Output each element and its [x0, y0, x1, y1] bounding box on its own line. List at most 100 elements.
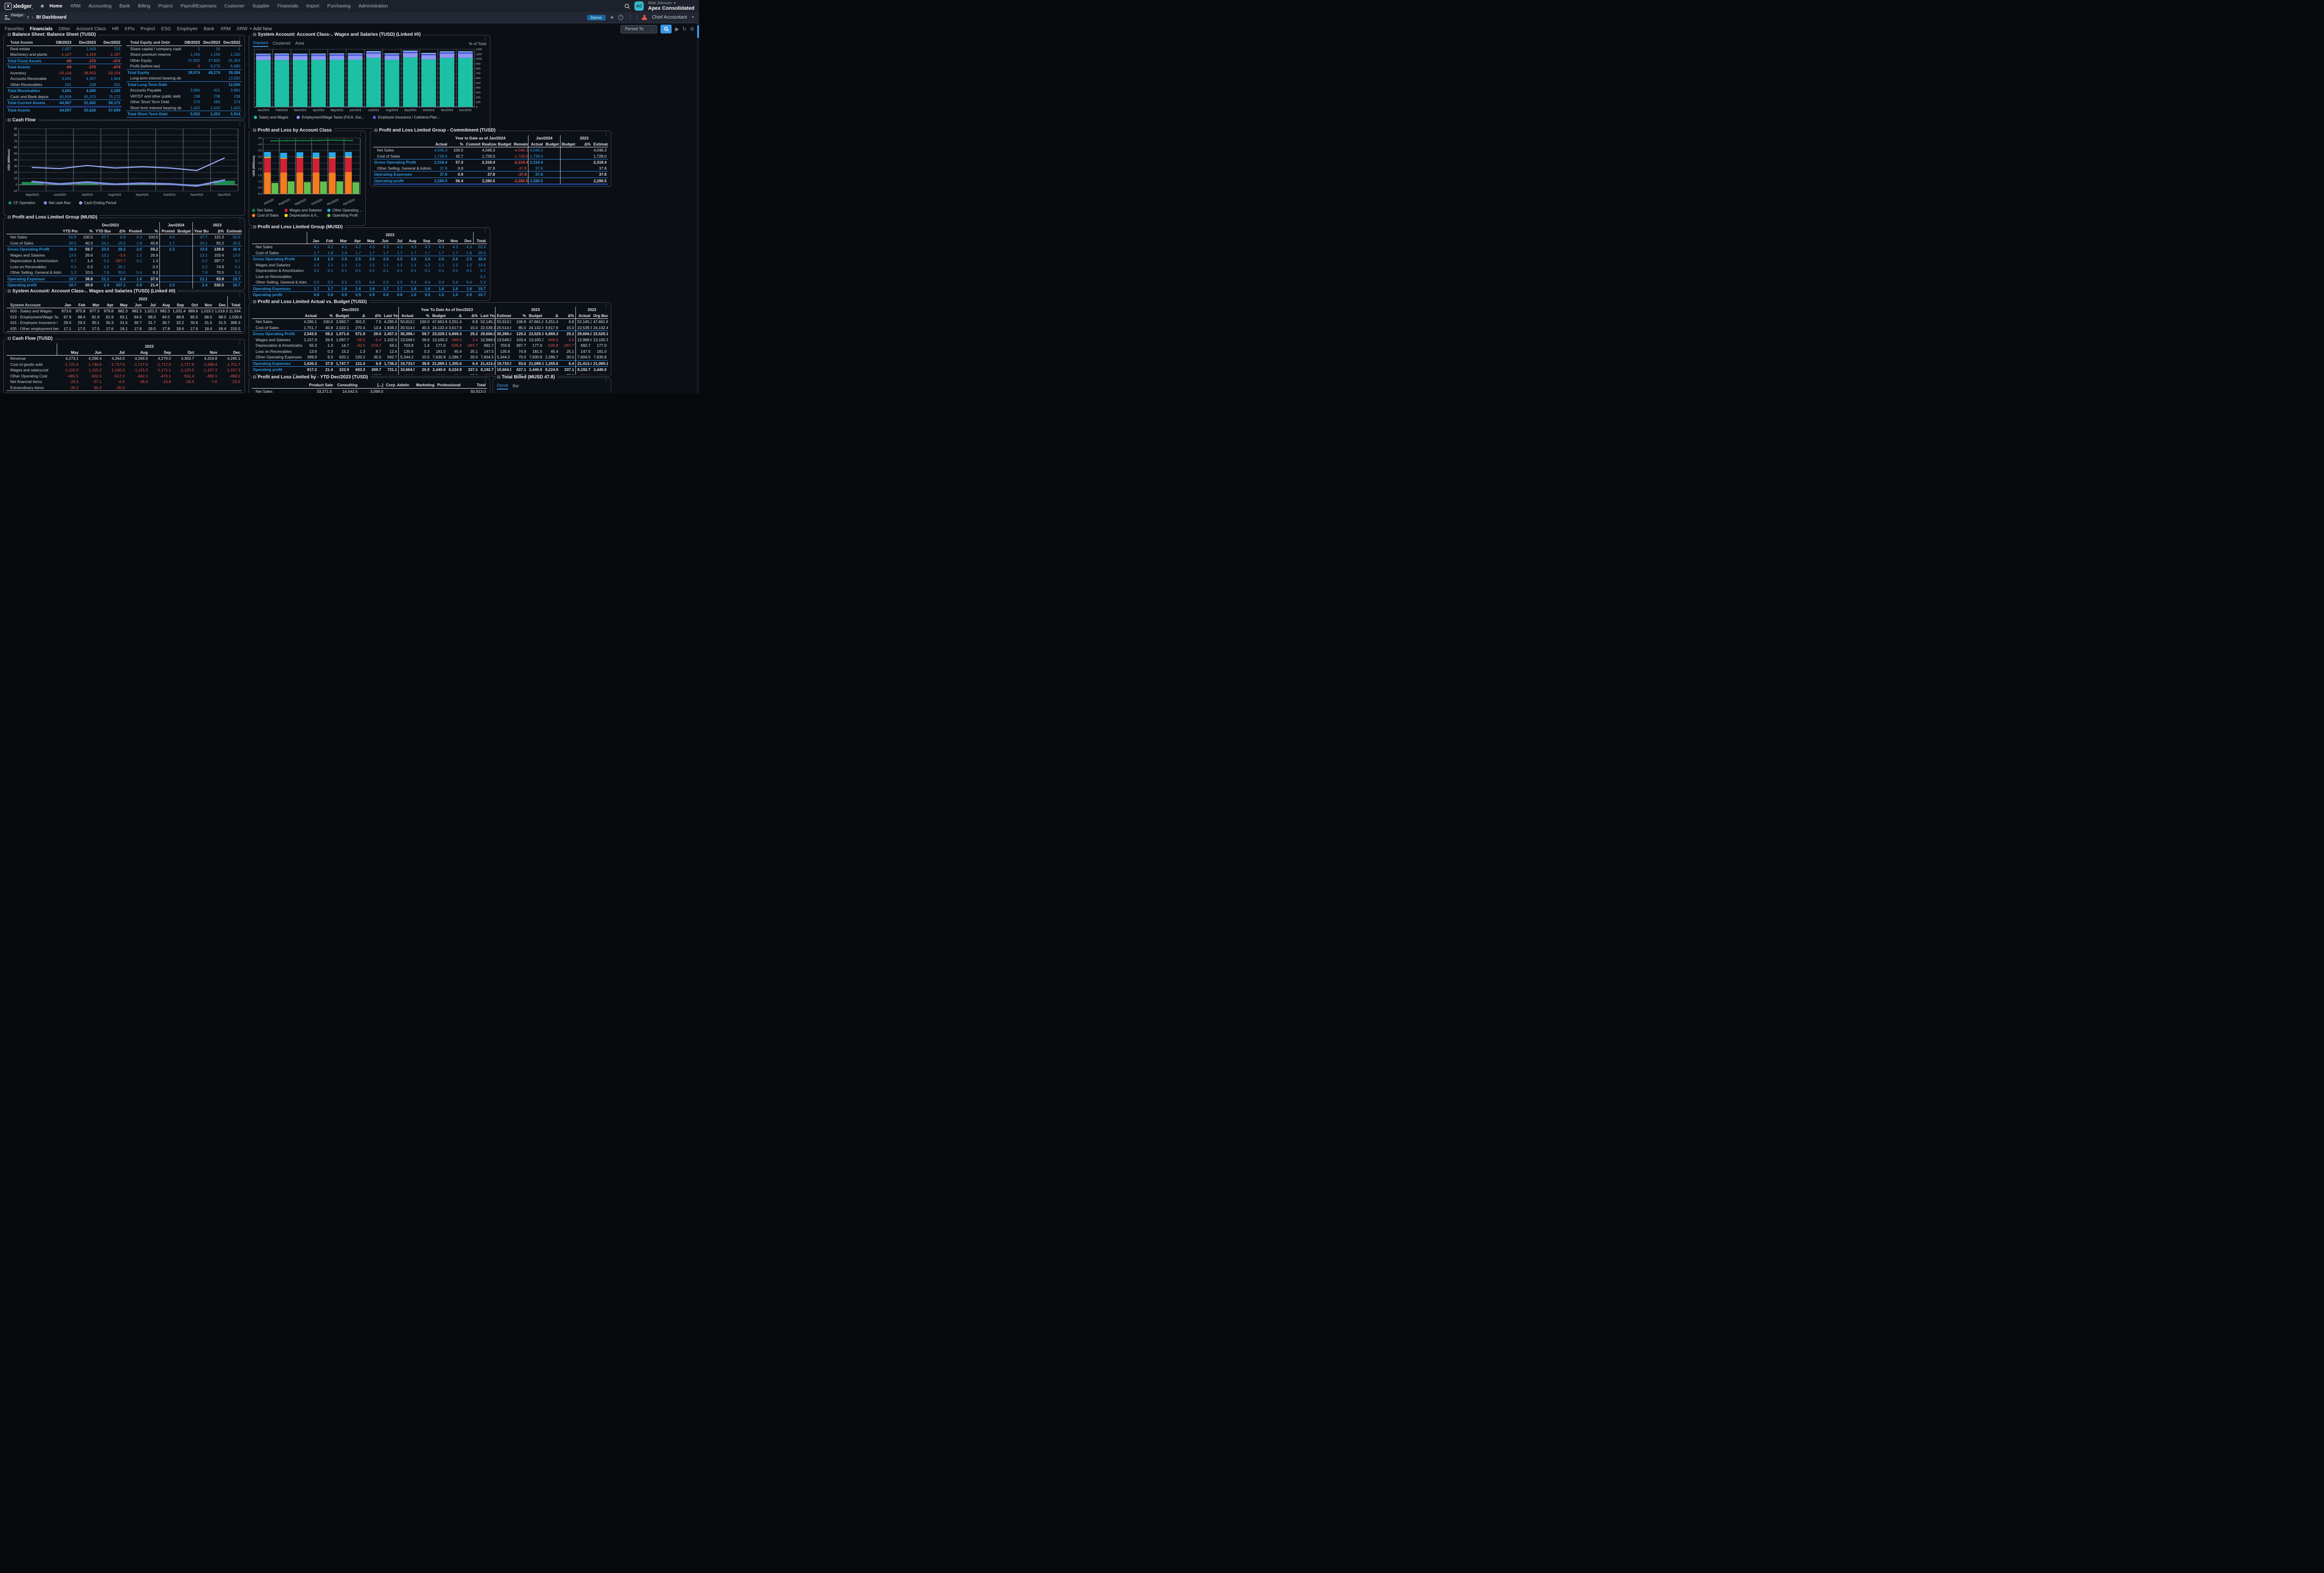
- demo-badge[interactable]: Demo: [587, 14, 606, 20]
- column-header[interactable]: Posted: [159, 228, 176, 234]
- column-header[interactable]: Budget: [334, 312, 350, 319]
- avatar[interactable]: AC: [634, 1, 644, 11]
- table-row[interactable]: Cost of goods sold -1,721.6 -1,740.6 -1,717…: [10, 362, 240, 367]
- table-row[interactable]: Total Short Term Debt 5,923 2,353 5,914: [126, 111, 242, 117]
- dashboard-tab-xrw[interactable]: XRW: [237, 26, 248, 32]
- legend-item[interactable]: Employee Insurance / Cafeteria Plan...: [373, 115, 440, 119]
- column-header[interactable]: Total: [227, 302, 242, 308]
- tab-donut[interactable]: Donut: [497, 383, 508, 390]
- kebab-menu-icon[interactable]: ⋮: [604, 303, 608, 308]
- column-header[interactable]: Sep: [171, 302, 185, 308]
- pl-account-class-chart[interactable]: 0.0 0.5 1.0 1.5 2.0 2.5 3.0 3.5 4.0 4.5 USD (Milli…: [252, 135, 363, 218]
- column-header[interactable]: Oct: [172, 349, 196, 356]
- column-header[interactable]: Dec: [213, 302, 228, 308]
- table-row[interactable]: Accounts Receivable 3,061 4,357 1,904: [10, 76, 120, 81]
- table-row[interactable]: Cost of Sales 1,728.0 42.7 1,728.0 -1,728.0 1…: [377, 153, 607, 159]
- column-header[interactable]: %: [415, 312, 431, 319]
- table-row[interactable]: Extraordinary items -35.2 -35.2 -35.3: [10, 385, 125, 390]
- column-header[interactable]: %: [143, 228, 160, 234]
- legend-item[interactable]: Cash Ending Period: [79, 201, 116, 205]
- scrollbar-thumb[interactable]: [697, 25, 699, 38]
- column-header[interactable]: Mar: [334, 238, 349, 244]
- table-row[interactable]: Operating profit 10.7 20.9 2.4 337.1 0.9 21.4 2…: [7, 282, 242, 288]
- table-row[interactable]: Gross Operating Profit 2,318.4 57.3 2,318.4…: [373, 159, 608, 165]
- kebab-menu-icon[interactable]: ⋮: [627, 15, 633, 20]
- role-selector[interactable]: Chief Accountant: [652, 15, 687, 20]
- column-header[interactable]: Jun: [79, 349, 103, 356]
- favorites-star-icon[interactable]: ★: [40, 3, 45, 9]
- kebab-menu-icon[interactable]: ⋮: [238, 121, 242, 126]
- nav-item-accounting[interactable]: Accounting: [88, 3, 112, 9]
- collapse-icon[interactable]: ⊟: [7, 215, 11, 219]
- column-header[interactable]: Aug: [403, 238, 418, 244]
- wages-salaries-stacked-chart[interactable]: 0 100 200 300 400 500 600 700 800 900 1000 1100 1200…: [252, 47, 487, 127]
- column-header[interactable]: Dec/2023: [73, 40, 98, 46]
- column-header[interactable]: Jun: [376, 238, 390, 244]
- dashboard-tab-other[interactable]: Other: [59, 26, 71, 32]
- table-row[interactable]: Accounts Payable 3,990 421 3,981: [130, 88, 240, 93]
- column-header[interactable]: Budget: [496, 141, 513, 147]
- pct-of-total-label[interactable]: % of Total: [469, 41, 486, 46]
- collapse-icon[interactable]: ⊟: [253, 128, 257, 132]
- dashboard-tab-bank[interactable]: Bank: [204, 26, 215, 32]
- kebab-menu-icon[interactable]: ⋮: [604, 378, 608, 383]
- column-header[interactable]: Commitment: [464, 141, 481, 147]
- table-row[interactable]: Wages and salarycost -1,115.0 -1,115.3 -1,1…: [10, 368, 240, 372]
- table-row[interactable]: Financial Income and Expenses-0.2: [252, 298, 487, 299]
- table-row[interactable]: Operating profit 917.2 21.4 223.9 693.3 309.7…: [252, 366, 608, 373]
- dashboard-tab-xrm[interactable]: XRM: [220, 26, 231, 32]
- table-row[interactable]: Depreciation & Amortization 0.7 1.4 0.2 -297…: [10, 258, 240, 264]
- column-header[interactable]: %: [511, 312, 528, 319]
- table-row[interactable]: Operating Expenses 1.7 1.7 1.6 1.6 1.6 1.7 1.7 1…: [252, 285, 487, 292]
- add-new-tab-button[interactable]: + Add New: [249, 26, 272, 32]
- table-row[interactable]: Wages and Salaries 13.5 26.6 13.1 -3.4 1.2 26.…: [10, 252, 240, 258]
- table-row[interactable]: Loss on Receivables 0.1: [256, 274, 486, 279]
- column-header[interactable]: OB/2023: [181, 40, 202, 46]
- column-header[interactable]: Δ%: [366, 312, 383, 319]
- nav-item-home[interactable]: Home: [49, 3, 63, 9]
- column-header[interactable]: Feb: [320, 238, 335, 244]
- column-header[interactable]: Apr: [348, 238, 363, 244]
- table-row[interactable]: Loss on Receivables 0.1 0.3 0.2 25.1 0.3 0.2 74…: [10, 264, 240, 270]
- column-header[interactable]: Estimate: [592, 141, 608, 147]
- legend-item[interactable]: Other Operating ...: [327, 208, 363, 212]
- table-row[interactable]: Inventory -19,104 -38,953 -19,104: [10, 70, 120, 75]
- dashboard-tab-account-class[interactable]: Account Class: [76, 26, 106, 32]
- column-header[interactable]: Total: [473, 238, 487, 244]
- cash-flow-chart[interactable]: -10 0 10 20 30 40 50 60 70 80 90 USD (Millions) May/…: [7, 125, 242, 206]
- table-row[interactable]: Cost of Sales 1,751.7 40.8 2,022.1 270.4 13.4…: [256, 324, 608, 331]
- table-row[interactable]: VAT/ST and other public debt 238 238 238: [130, 93, 240, 99]
- column-header[interactable]: May: [56, 349, 80, 356]
- kebab-menu-icon[interactable]: ⋮: [238, 36, 242, 41]
- period-to-select[interactable]: Period To ⌄: [620, 25, 658, 33]
- tab-bar[interactable]: Bar: [513, 383, 520, 388]
- nav-item-financials[interactable]: Financials: [277, 3, 298, 9]
- collapse-icon[interactable]: ⊟: [7, 336, 11, 341]
- column-header[interactable]: Actual: [302, 312, 318, 319]
- search-icon[interactable]: [624, 3, 630, 9]
- table-row[interactable]: Other Operating Expenses 399.9 9.3 620.1 220…: [256, 354, 607, 360]
- table-row[interactable]: 635 - Other employment benefits17.117.51…: [10, 326, 240, 331]
- collapse-icon[interactable]: ⊟: [253, 299, 257, 304]
- table-row[interactable]: Other Selling, General & Admin. Expense5…: [10, 270, 240, 276]
- dashboard-tab-financials[interactable]: Financials: [30, 26, 53, 32]
- nav-item-bank[interactable]: Bank: [119, 3, 130, 9]
- column-header[interactable]: Budget: [560, 141, 576, 147]
- column-header[interactable]: Estimate: [225, 228, 242, 234]
- legend-item[interactable]: CF Operation: [8, 201, 35, 205]
- nav-item-customer[interactable]: Customer: [224, 3, 245, 9]
- table-row[interactable]: Total Current Assets 44,967 51,002 58,173: [7, 99, 122, 106]
- table-row[interactable]: Pre-tax profit (EBT)893.6875.7827.2945.6…: [7, 390, 242, 391]
- collapse-icon[interactable]: ⊟: [497, 375, 501, 379]
- column-header[interactable]: Δ: [447, 312, 463, 319]
- table-row[interactable]: Total Fixed Assets -69 -375 -474: [7, 57, 122, 64]
- table-row[interactable]: Gross Operating Profit 30.4 59.7 23.5 29.2 2.…: [7, 246, 242, 252]
- table-row[interactable]: Depreciation & Amortization 55.3 1.3 14.7 -4…: [256, 343, 607, 349]
- kebab-menu-icon[interactable]: ⋮: [604, 132, 608, 137]
- column-header[interactable]: Remaining: [512, 141, 528, 147]
- column-header[interactable]: Actual: [398, 312, 415, 319]
- user-menu[interactable]: Matt Johnson ▼ Apex Consolidated: [648, 0, 694, 12]
- column-header[interactable]: Nov: [195, 349, 219, 356]
- collapse-icon[interactable]: ⊟: [253, 375, 257, 379]
